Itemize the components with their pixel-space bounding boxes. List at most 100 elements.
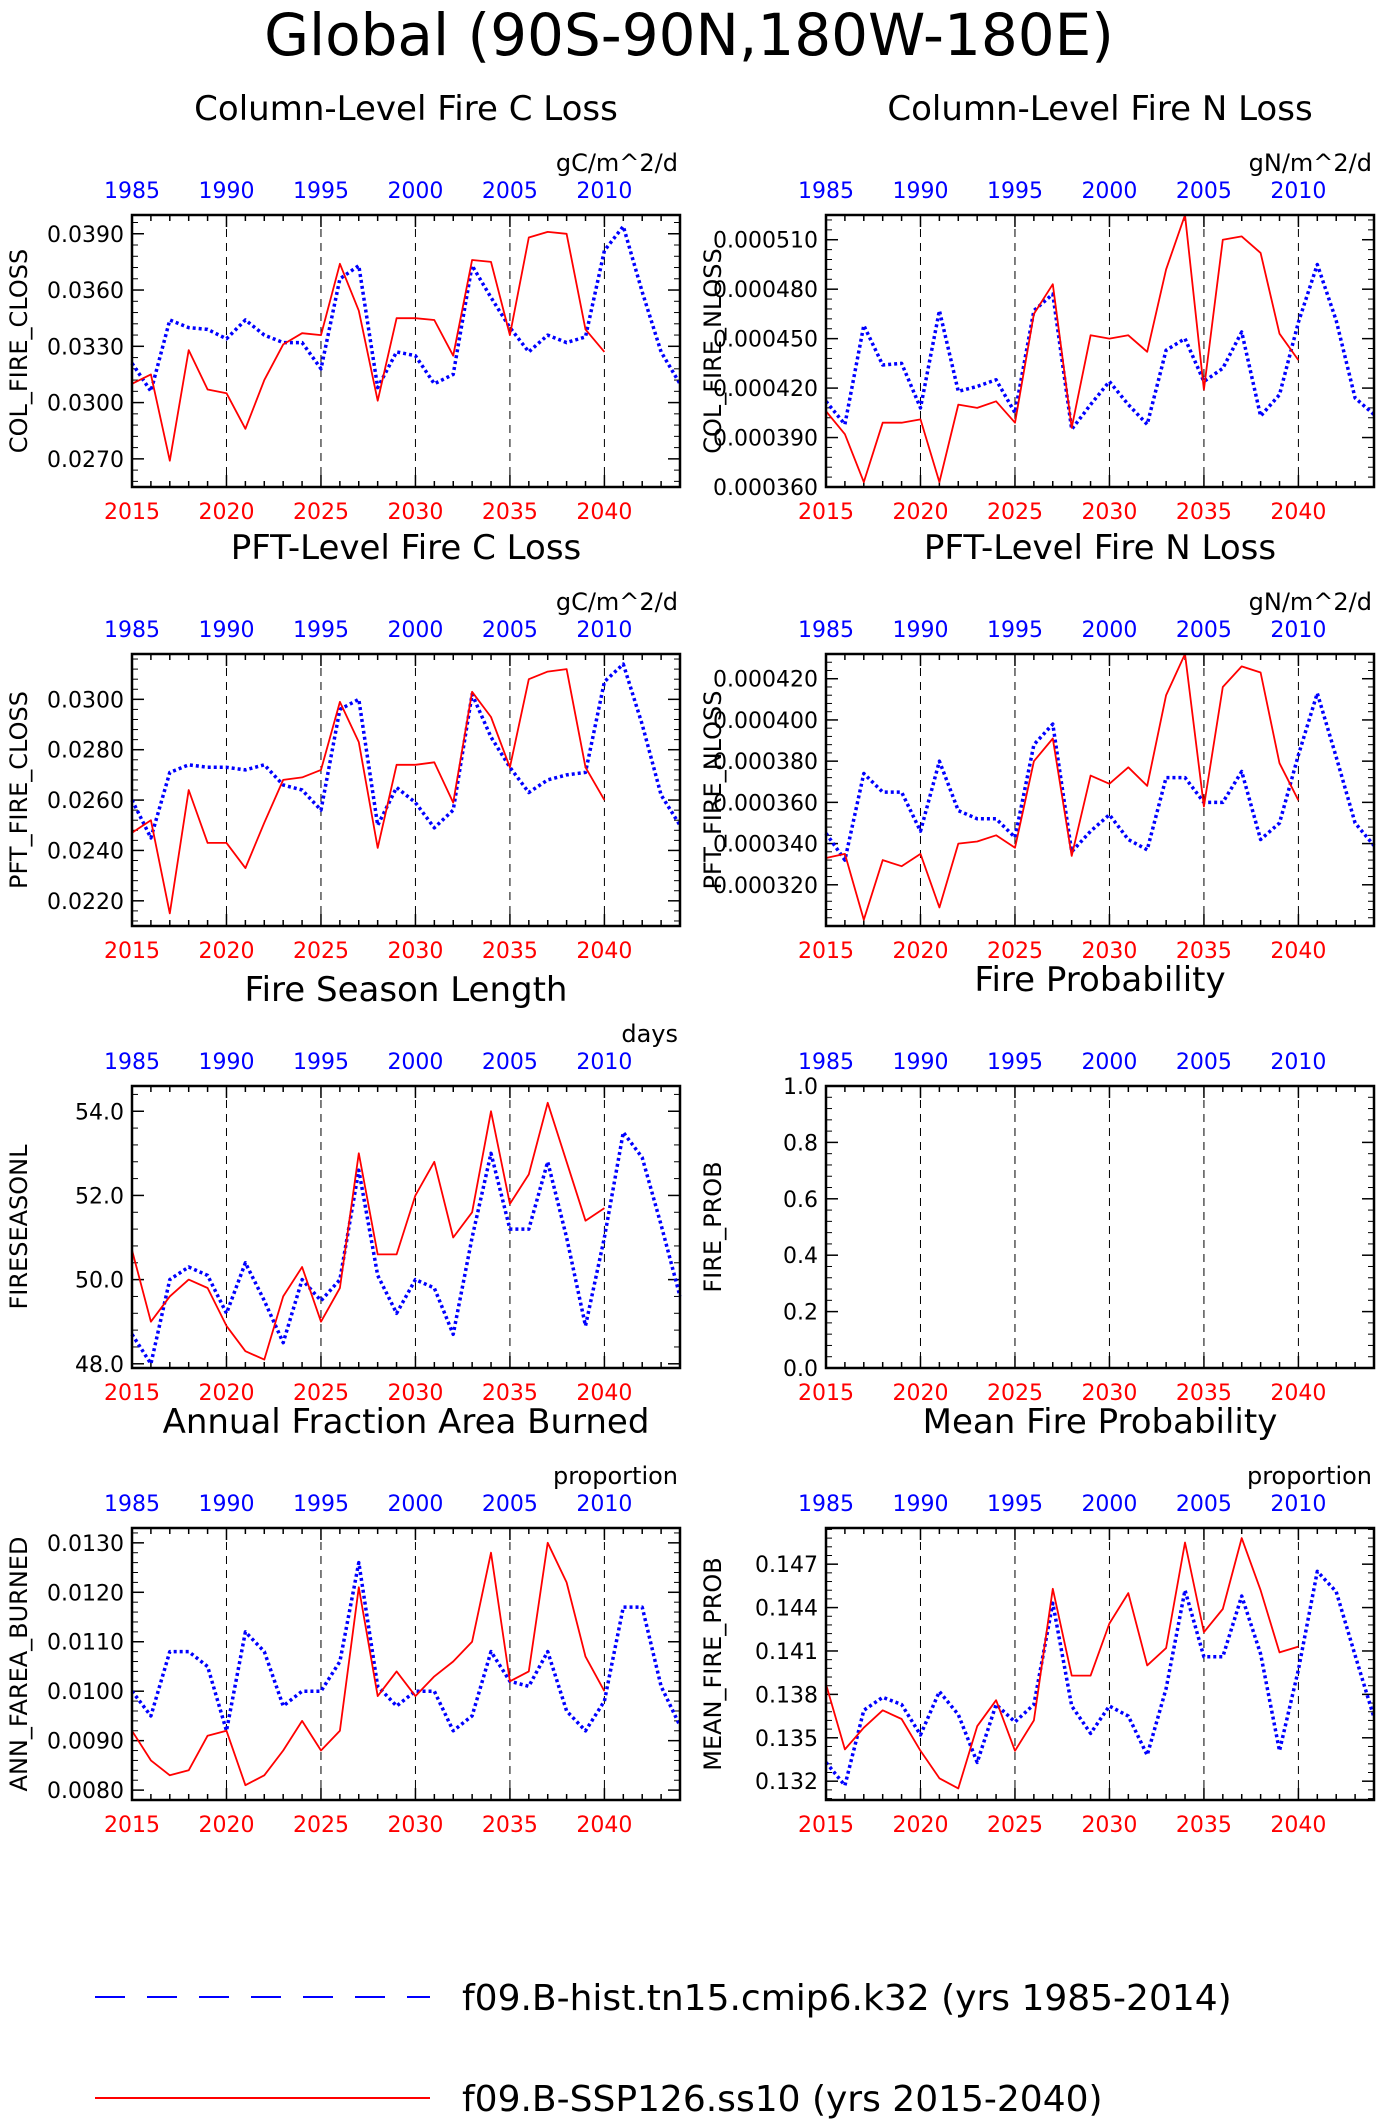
chart-mean-fire-prob-xtick-label-top: 1995	[987, 1492, 1043, 1517]
chart-col-fire-nloss-ytick-label: 0.000480	[713, 278, 818, 303]
chart-ann-farea-burned-xtick-label-top: 1995	[293, 1492, 349, 1517]
chart-mean-fire-prob-frame	[824, 1526, 1376, 1802]
legend-ssp-label: f09.B-SSP126.ss10 (yrs 2015-2040)	[462, 2079, 1103, 2119]
chart-col-fire-nloss-xtick-label-top: 1985	[798, 179, 854, 204]
chart-fire-prob-xtick-label-bottom: 2025	[987, 1381, 1043, 1406]
chart-mean-fire-prob-ytick-label: 0.141	[755, 1640, 818, 1665]
chart-pft-fire-nloss-frame	[824, 652, 1376, 928]
chart-ann-farea-burned-xtick-label-bottom: 2020	[198, 1813, 254, 1838]
chart-col-fire-nloss: Column-Level Fire N Loss gN/m^2/d COL_FIRE…	[699, 89, 1376, 525]
chart-col-fire-nloss-frame	[824, 213, 1376, 489]
chart-fire-prob: Fire Probability FIRE_PROB 2015 2020 2025 203…	[699, 960, 1376, 1406]
chart-pft-fire-closs-xtick-label-bottom: 2040	[576, 939, 632, 964]
chart-pft-fire-closs-ytick-label: 0.0220	[47, 890, 124, 915]
chart-col-fire-nloss-ytick-label: 0.000450	[713, 328, 818, 353]
chart-pft-fire-closs-frame	[130, 652, 682, 928]
chart-fire-prob-frame	[824, 1084, 1376, 1370]
chart-ann-farea-burned-xtick-label-top: 2000	[387, 1492, 443, 1517]
chart-col-fire-closs-xtick-label-bottom: 2035	[482, 500, 538, 525]
chart-pft-fire-closs-ytick-label: 0.0280	[47, 739, 124, 764]
chart-pft-fire-nloss-xtick-label-bottom: 2015	[798, 939, 854, 964]
chart-mean-fire-prob-ytick-label: 0.132	[755, 1770, 818, 1795]
chart-col-fire-closs-ylabel: COL_FIRE_CLOSS	[5, 249, 33, 453]
chart-mean-fire-prob-ylabel: MEAN_FIRE_PROB	[699, 1557, 727, 1770]
chart-pft-fire-closs-xtick-label-top: 2005	[482, 618, 538, 643]
chart-fireseasonl-ylabel: FIRESEASONL	[5, 1144, 33, 1310]
chart-fireseasonl-title: Fire Season Length	[245, 970, 568, 1010]
chart-ann-farea-burned-ytick-label: 0.0080	[47, 1779, 124, 1804]
chart-col-fire-closs-ytick-label: 0.0390	[47, 223, 124, 248]
chart-col-fire-closs-xtick-label-top: 2000	[387, 179, 443, 204]
chart-mean-fire-prob-ssp-series	[825, 1537, 1299, 1790]
chart-mean-fire-prob-ytick-label: 0.147	[755, 1553, 818, 1578]
chart-fireseasonl-xtick-label-bottom: 2020	[198, 1381, 254, 1406]
chart-col-fire-closs-title: Column-Level Fire C Loss	[194, 89, 618, 129]
chart-fireseasonl-xtick-label-bottom: 2035	[482, 1381, 538, 1406]
chart-col-fire-closs-xtick-label-top: 2005	[482, 179, 538, 204]
chart-col-fire-nloss-ssp-series	[825, 214, 1300, 484]
chart-mean-fire-prob-xtick-label-top: 2005	[1176, 1492, 1232, 1517]
panels: Column-Level Fire C Loss gC/m^2/d COL_FIRE…	[5, 89, 1376, 1838]
chart-col-fire-closs-xtick-label-bottom: 2015	[104, 500, 160, 525]
chart-col-fire-nloss-ylabel: COL_FIRE_NLOSS	[699, 248, 727, 454]
chart-ann-farea-burned-xtick-label-bottom: 2035	[482, 1813, 538, 1838]
chart-col-fire-closs-xtick-label-top: 1995	[293, 179, 349, 204]
chart-ann-farea-burned-xtick-label-top: 2005	[482, 1492, 538, 1517]
legend-hist-label: f09.B-hist.tn15.cmip6.k32 (yrs 1985-2014…	[462, 1978, 1232, 2019]
chart-pft-fire-closs-xtick-label-top: 1985	[104, 618, 160, 643]
chart-col-fire-nloss-xtick-label-top: 2005	[1176, 179, 1232, 204]
chart-pft-fire-nloss-ytick-label: 0.000360	[713, 791, 818, 816]
chart-ann-farea-burned-title: Annual Fraction Area Burned	[163, 1402, 650, 1442]
chart-fire-prob-ytick-label: 1.0	[783, 1075, 818, 1100]
chart-pft-fire-nloss-xtick-label-bottom: 2035	[1176, 939, 1232, 964]
chart-mean-fire-prob-xtick-label-top: 2000	[1081, 1492, 1137, 1517]
chart-pft-fire-nloss-xtick-label-top: 2010	[1270, 618, 1326, 643]
chart-col-fire-closs-hist-series	[130, 224, 682, 394]
chart-ann-farea-burned: Annual Fraction Area Burned proportion ANN…	[5, 1402, 682, 1838]
chart-pft-fire-closs-xtick-label-top: 2000	[387, 618, 443, 643]
chart-fire-prob-xtick-label-bottom: 2030	[1081, 1381, 1137, 1406]
chart-pft-fire-closs-xtick-label-bottom: 2030	[387, 939, 443, 964]
chart-mean-fire-prob-ytick-label: 0.144	[755, 1597, 818, 1622]
chart-fireseasonl: Fire Season Length days FIRESEASONL 2015 202…	[5, 970, 682, 1406]
chart-fire-prob-title: Fire Probability	[974, 960, 1225, 1000]
chart-col-fire-nloss-units: gN/m^2/d	[1249, 149, 1372, 177]
chart-pft-fire-nloss-ytick-label: 0.000340	[713, 833, 818, 858]
chart-pft-fire-nloss-xtick-label-bottom: 2020	[892, 939, 948, 964]
chart-fireseasonl-xtick-label-top: 2010	[576, 1050, 632, 1075]
chart-fireseasonl-units: days	[621, 1020, 678, 1048]
chart-fireseasonl-xtick-label-top: 1985	[104, 1050, 160, 1075]
chart-pft-fire-nloss-xtick-label-bottom: 2025	[987, 939, 1043, 964]
chart-fire-prob-xtick-label-bottom: 2015	[798, 1381, 854, 1406]
chart-pft-fire-nloss-ytick-label: 0.000400	[713, 709, 818, 734]
chart-mean-fire-prob-units: proportion	[1247, 1462, 1372, 1490]
chart-col-fire-closs-xtick-label-bottom: 2020	[198, 500, 254, 525]
chart-pft-fire-nloss-ylabel: PFT_FIRE_NLOSS	[699, 690, 727, 889]
chart-col-fire-nloss-xtick-label-bottom: 2030	[1081, 500, 1137, 525]
chart-ann-farea-burned-ytick-label: 0.0110	[47, 1631, 124, 1656]
chart-pft-fire-nloss-ytick-label: 0.000320	[713, 874, 818, 899]
chart-mean-fire-prob-xtick-label-bottom: 2025	[987, 1813, 1043, 1838]
chart-pft-fire-nloss-xtick-label-top: 1990	[892, 618, 948, 643]
chart-pft-fire-nloss-title: PFT-Level Fire N Loss	[924, 528, 1276, 568]
page-title: Global (90S-90N,180W-180E)	[264, 1, 1114, 69]
chart-fire-prob-xtick-label-bottom: 2020	[892, 1381, 948, 1406]
chart-ann-farea-burned-ytick-label: 0.0100	[47, 1680, 124, 1705]
chart-col-fire-nloss-xtick-label-bottom: 2040	[1270, 500, 1326, 525]
chart-fireseasonl-xtick-label-bottom: 2030	[387, 1381, 443, 1406]
chart-col-fire-closs: Column-Level Fire C Loss gC/m^2/d COL_FIRE…	[5, 89, 682, 525]
chart-fire-prob-xtick-label-top: 1995	[987, 1050, 1043, 1075]
chart-ann-farea-burned-xtick-label-top: 1985	[104, 1492, 160, 1517]
chart-fireseasonl-xtick-label-bottom: 2025	[293, 1381, 349, 1406]
chart-col-fire-closs-xtick-label-bottom: 2040	[576, 500, 632, 525]
chart-col-fire-nloss-ytick-label: 0.000360	[713, 476, 818, 501]
chart-pft-fire-closs-xtick-label-top: 2010	[576, 618, 632, 643]
chart-ann-farea-burned-xtick-label-top: 2010	[576, 1492, 632, 1517]
chart-col-fire-closs-xtick-label-bottom: 2030	[387, 500, 443, 525]
chart-pft-fire-nloss-units: gN/m^2/d	[1249, 588, 1372, 616]
chart-pft-fire-closs-ylabel: PFT_FIRE_CLOSS	[5, 691, 33, 889]
chart-fireseasonl-xtick-label-top: 1995	[293, 1050, 349, 1075]
chart-col-fire-closs-xtick-label-top: 1990	[198, 179, 254, 204]
chart-mean-fire-prob-xtick-label-bottom: 2015	[798, 1813, 854, 1838]
chart-ann-farea-burned-xtick-label-bottom: 2030	[387, 1813, 443, 1838]
